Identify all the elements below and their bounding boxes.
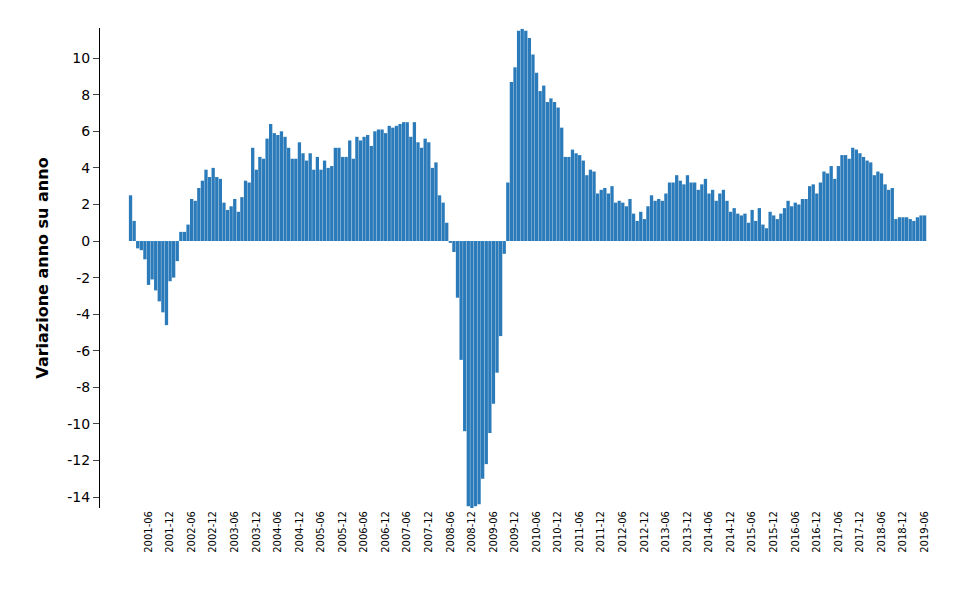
svg-text:2017-12: 2017-12 <box>854 511 865 553</box>
svg-text:-2: -2 <box>76 270 90 286</box>
svg-text:2014-12: 2014-12 <box>725 511 736 553</box>
svg-text:0: 0 <box>81 233 90 249</box>
svg-text:10: 10 <box>72 50 90 66</box>
svg-text:2008-06: 2008-06 <box>445 511 456 553</box>
svg-text:2016-12: 2016-12 <box>811 511 822 553</box>
svg-text:2004-12: 2004-12 <box>294 511 305 553</box>
svg-text:2001-06: 2001-06 <box>143 511 154 553</box>
svg-text:2002-12: 2002-12 <box>207 511 218 553</box>
svg-text:8: 8 <box>81 87 90 103</box>
svg-text:2005-12: 2005-12 <box>337 511 348 553</box>
svg-text:2005-06: 2005-06 <box>315 511 326 553</box>
svg-text:2019-06: 2019-06 <box>919 511 930 553</box>
svg-text:2006-06: 2006-06 <box>358 511 369 553</box>
svg-text:4: 4 <box>81 160 90 176</box>
svg-text:2: 2 <box>81 196 90 212</box>
svg-text:2003-12: 2003-12 <box>251 511 262 553</box>
svg-text:6: 6 <box>81 123 90 139</box>
svg-text:2011-06: 2011-06 <box>574 511 585 553</box>
svg-text:2007-06: 2007-06 <box>401 511 412 553</box>
svg-text:2008-12: 2008-12 <box>466 511 477 553</box>
svg-text:2011-12: 2011-12 <box>595 511 606 553</box>
svg-text:-4: -4 <box>76 306 90 322</box>
svg-text:2012-12: 2012-12 <box>639 511 650 553</box>
svg-text:2010-12: 2010-12 <box>552 511 563 553</box>
svg-text:2001-12: 2001-12 <box>164 511 175 553</box>
svg-text:-6: -6 <box>76 343 90 359</box>
svg-text:2012-06: 2012-06 <box>617 511 628 553</box>
svg-text:2014-06: 2014-06 <box>703 511 714 553</box>
svg-text:2009-12: 2009-12 <box>509 511 520 553</box>
svg-text:-10: -10 <box>67 416 90 432</box>
svg-text:2016-06: 2016-06 <box>790 511 801 553</box>
svg-text:2004-06: 2004-06 <box>272 511 283 553</box>
svg-text:-14: -14 <box>67 489 90 505</box>
svg-text:-12: -12 <box>67 452 90 468</box>
svg-text:2007-12: 2007-12 <box>423 511 434 553</box>
svg-text:2013-12: 2013-12 <box>682 511 693 553</box>
svg-text:2018-06: 2018-06 <box>876 511 887 553</box>
svg-text:2018-12: 2018-12 <box>897 511 908 553</box>
svg-text:2013-06: 2013-06 <box>660 511 671 553</box>
svg-text:2009-06: 2009-06 <box>488 511 499 553</box>
svg-text:2006-12: 2006-12 <box>380 511 391 553</box>
svg-text:2002-06: 2002-06 <box>186 511 197 553</box>
svg-text:2017-06: 2017-06 <box>833 511 844 553</box>
svg-text:Variazione anno su anno: Variazione anno su anno <box>33 157 52 378</box>
svg-text:2010-06: 2010-06 <box>531 511 542 553</box>
svg-text:2003-06: 2003-06 <box>229 511 240 553</box>
svg-text:2015-12: 2015-12 <box>768 511 779 553</box>
svg-text:-8: -8 <box>76 379 90 395</box>
svg-text:2015-06: 2015-06 <box>746 511 757 553</box>
